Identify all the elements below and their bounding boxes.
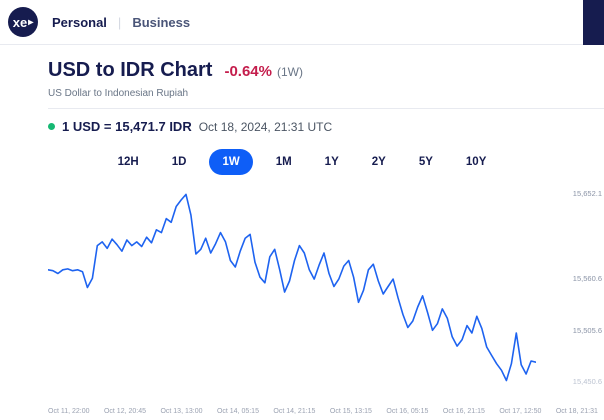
x-axis-label: Oct 18, 21:31 bbox=[555, 408, 598, 415]
nav-business[interactable]: Business bbox=[132, 14, 191, 30]
y-axis-label: 15,560.6 bbox=[572, 274, 602, 284]
x-axis-label: Oct 14, 05:15 bbox=[216, 408, 259, 415]
current-rate: 1 USD = 15,471.7 IDR bbox=[62, 119, 192, 134]
price-chart[interactable]: Oct 11, 22:00 Oct 12, 20:45 Oct 13, 13:00 O… bbox=[48, 183, 604, 417]
x-axis-label: Oct 15, 13:15 bbox=[329, 408, 372, 415]
nav-personal[interactable]: Personal bbox=[52, 14, 107, 30]
y-axis-label: 15,505.6 bbox=[572, 325, 602, 335]
header-right-panel bbox=[583, 0, 604, 45]
time-range-selector: 12H 1D 1W 1M 1Y 2Y 5Y 10Y bbox=[0, 149, 604, 175]
live-indicator-icon bbox=[48, 123, 55, 130]
y-axis-label: 15,450.6 bbox=[572, 376, 602, 386]
x-axis-label: Oct 16, 05:15 bbox=[386, 408, 429, 415]
range-button-10y[interactable]: 10Y bbox=[456, 149, 496, 175]
xe-logo[interactable]: xe ▸ bbox=[8, 7, 38, 37]
y-axis-label: 15,652.1 bbox=[572, 189, 602, 199]
x-axis-label: Oct 16, 21:15 bbox=[442, 408, 485, 415]
chart-canvas[interactable] bbox=[48, 183, 536, 395]
chart-page: USD to IDR Chart -0.64% (1W) US Dollar t… bbox=[0, 59, 604, 417]
range-button-2y[interactable]: 2Y bbox=[362, 149, 396, 175]
x-axis-label: Oct 14, 21:15 bbox=[273, 408, 316, 415]
range-button-1w[interactable]: 1W bbox=[209, 149, 253, 175]
x-axis-label: Oct 12, 20:45 bbox=[103, 408, 146, 415]
title-row: USD to IDR Chart -0.64% (1W) bbox=[48, 59, 604, 82]
page-title: USD to IDR Chart bbox=[48, 59, 213, 81]
currency-pair-subtitle: US Dollar to Indonesian Rupiah bbox=[48, 88, 604, 109]
x-axis-label: Oct 11, 22:00 bbox=[48, 408, 90, 415]
range-button-1d[interactable]: 1D bbox=[162, 149, 197, 175]
nav-divider: | bbox=[117, 14, 122, 30]
range-button-5y[interactable]: 5Y bbox=[409, 149, 443, 175]
xe-logo-text: xe bbox=[12, 14, 28, 30]
change-period: (1W) bbox=[276, 65, 303, 79]
x-axis: Oct 11, 22:00 Oct 12, 20:45 Oct 13, 13:00 O… bbox=[48, 408, 598, 415]
price-change: -0.64% bbox=[224, 63, 272, 80]
x-axis-label: Oct 13, 13:00 bbox=[160, 408, 203, 415]
range-button-1m[interactable]: 1M bbox=[266, 149, 302, 175]
xe-logo-arrow-icon: ▸ bbox=[28, 16, 34, 28]
x-axis-label: Oct 17, 12:50 bbox=[499, 408, 542, 415]
rate-timestamp: Oct 18, 2024, 21:31 UTC bbox=[198, 119, 333, 134]
chart-line bbox=[48, 193, 536, 382]
top-navigation: xe ▸ Personal | Business bbox=[0, 0, 604, 45]
range-button-1y[interactable]: 1Y bbox=[315, 149, 349, 175]
current-rate-row: 1 USD = 15,471.7 IDR Oct 18, 2024, 21:31… bbox=[48, 119, 604, 134]
range-button-12h[interactable]: 12H bbox=[108, 149, 149, 175]
